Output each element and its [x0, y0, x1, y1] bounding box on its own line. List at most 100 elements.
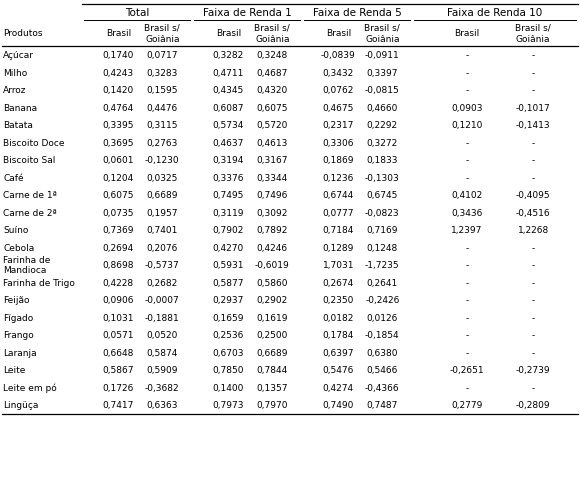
Text: 1,2268: 1,2268	[517, 226, 549, 235]
Text: -: -	[531, 243, 535, 252]
Text: Biscoito Sal: Biscoito Sal	[3, 156, 55, 165]
Text: 0,4246: 0,4246	[257, 243, 288, 252]
Text: 0,2674: 0,2674	[322, 278, 354, 287]
Text: 0,0777: 0,0777	[322, 208, 354, 217]
Text: 0,1420: 0,1420	[103, 86, 134, 95]
Text: 0,3167: 0,3167	[256, 156, 288, 165]
Text: -: -	[531, 173, 535, 183]
Text: Total: Total	[125, 8, 149, 18]
Text: Brasil: Brasil	[326, 29, 351, 39]
Text: 0,2641: 0,2641	[367, 278, 398, 287]
Text: 0,3272: 0,3272	[367, 139, 398, 147]
Text: 0,5867: 0,5867	[103, 366, 134, 374]
Text: 0,4613: 0,4613	[256, 139, 288, 147]
Text: -0,4366: -0,4366	[365, 383, 400, 392]
Text: 0,2779: 0,2779	[451, 401, 483, 409]
Text: Brasil: Brasil	[454, 29, 480, 39]
Text: Carne de 1ª: Carne de 1ª	[3, 191, 57, 200]
Text: -0,1017: -0,1017	[516, 103, 550, 113]
Text: 0,0571: 0,0571	[103, 330, 134, 340]
Text: -: -	[531, 330, 535, 340]
Text: 0,0903: 0,0903	[451, 103, 483, 113]
Text: 0,1833: 0,1833	[367, 156, 398, 165]
Text: -0,2426: -0,2426	[365, 296, 400, 305]
Text: 0,3119: 0,3119	[212, 208, 244, 217]
Text: Brasil s/
Goiânia: Brasil s/ Goiânia	[364, 24, 400, 44]
Text: 0,7490: 0,7490	[322, 401, 354, 409]
Text: 0,6703: 0,6703	[212, 348, 244, 357]
Text: 0,4102: 0,4102	[451, 191, 483, 200]
Text: -0,2739: -0,2739	[516, 366, 550, 374]
Text: 0,3092: 0,3092	[256, 208, 288, 217]
Text: -: -	[465, 139, 469, 147]
Text: 0,5931: 0,5931	[212, 261, 244, 270]
Text: -0,0823: -0,0823	[365, 208, 400, 217]
Text: 0,0735: 0,0735	[103, 208, 134, 217]
Text: 0,5720: 0,5720	[256, 121, 288, 130]
Text: 0,4243: 0,4243	[103, 69, 134, 78]
Text: 0,6380: 0,6380	[367, 348, 398, 357]
Text: -0,0911: -0,0911	[365, 51, 400, 60]
Text: -: -	[531, 296, 535, 305]
Text: -0,1303: -0,1303	[365, 173, 400, 183]
Text: -: -	[465, 86, 469, 95]
Text: 0,6363: 0,6363	[147, 401, 178, 409]
Text: 0,3436: 0,3436	[451, 208, 483, 217]
Text: -0,5737: -0,5737	[145, 261, 180, 270]
Text: -: -	[531, 156, 535, 165]
Text: Brasil s/
Goiânia: Brasil s/ Goiânia	[515, 24, 551, 44]
Text: 0,3395: 0,3395	[103, 121, 134, 130]
Text: 0,3194: 0,3194	[213, 156, 244, 165]
Text: -: -	[465, 348, 469, 357]
Text: 0,7417: 0,7417	[103, 401, 134, 409]
Text: 0,4711: 0,4711	[213, 69, 244, 78]
Text: -0,1881: -0,1881	[145, 313, 180, 322]
Text: -0,3682: -0,3682	[145, 383, 180, 392]
Text: 0,1236: 0,1236	[322, 173, 354, 183]
Text: Faixa de Renda 1: Faixa de Renda 1	[202, 8, 291, 18]
Text: -0,1854: -0,1854	[365, 330, 400, 340]
Text: 0,7973: 0,7973	[212, 401, 244, 409]
Text: -0,4516: -0,4516	[516, 208, 550, 217]
Text: -: -	[531, 69, 535, 78]
Text: 0,1619: 0,1619	[256, 313, 288, 322]
Text: 0,1784: 0,1784	[322, 330, 354, 340]
Text: -1,7235: -1,7235	[365, 261, 400, 270]
Text: 0,3432: 0,3432	[322, 69, 354, 78]
Text: -: -	[465, 296, 469, 305]
Text: 0,7169: 0,7169	[367, 226, 398, 235]
Text: -0,0839: -0,0839	[321, 51, 356, 60]
Text: 0,5874: 0,5874	[147, 348, 178, 357]
Text: -: -	[531, 313, 535, 322]
Text: 0,4345: 0,4345	[213, 86, 244, 95]
Text: 0,4637: 0,4637	[213, 139, 244, 147]
Text: 0,5877: 0,5877	[212, 278, 244, 287]
Text: 0,2500: 0,2500	[256, 330, 288, 340]
Text: 0,1031: 0,1031	[103, 313, 134, 322]
Text: -: -	[531, 383, 535, 392]
Text: Farinha de Trigo: Farinha de Trigo	[3, 278, 75, 287]
Text: 0,1869: 0,1869	[322, 156, 354, 165]
Text: -0,2809: -0,2809	[516, 401, 550, 409]
Text: 0,7970: 0,7970	[256, 401, 288, 409]
Text: Brasil s/
Goiânia: Brasil s/ Goiânia	[144, 24, 180, 44]
Text: Brasil: Brasil	[106, 29, 131, 39]
Text: Fígado: Fígado	[3, 313, 33, 322]
Text: Açúcar: Açúcar	[3, 51, 34, 60]
Text: 0,2763: 0,2763	[147, 139, 178, 147]
Text: 0,1659: 0,1659	[212, 313, 244, 322]
Text: 0,2536: 0,2536	[213, 330, 244, 340]
Text: 0,7844: 0,7844	[257, 366, 288, 374]
Text: 0,2292: 0,2292	[367, 121, 398, 130]
Text: 0,4274: 0,4274	[322, 383, 354, 392]
Text: 0,0182: 0,0182	[322, 313, 354, 322]
Text: -: -	[465, 173, 469, 183]
Text: 0,2937: 0,2937	[213, 296, 244, 305]
Text: Café: Café	[3, 173, 24, 183]
Text: 0,7401: 0,7401	[147, 226, 178, 235]
Text: Feijão: Feijão	[3, 296, 30, 305]
Text: 0,1595: 0,1595	[147, 86, 178, 95]
Text: -: -	[465, 261, 469, 270]
Text: -: -	[531, 348, 535, 357]
Text: Batata: Batata	[3, 121, 33, 130]
